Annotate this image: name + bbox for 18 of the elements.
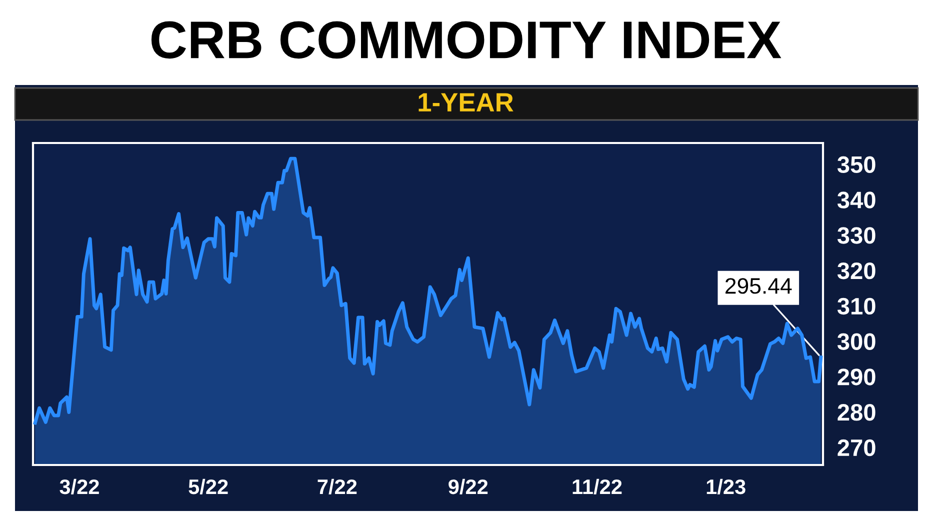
y-tick-label: 270 — [838, 439, 876, 456]
chart-subtitle: 1-YEAR — [418, 93, 514, 112]
x-tick-label: 7/22 — [318, 478, 357, 494]
annotation: 295.44 — [726, 278, 792, 294]
y-tick-label: 330 — [837, 227, 876, 244]
x-tick-label: 1/23 — [706, 478, 746, 494]
x-tick-label: 9/22 — [448, 478, 488, 494]
y-tick-label: 290 — [838, 368, 876, 386]
x-tick-label: 5/22 — [188, 478, 228, 494]
chart-title: CRB COMMODITY INDEX — [151, 21, 782, 59]
y-tick-label: 320 — [837, 262, 876, 280]
y-tick-label: 350 — [837, 156, 876, 174]
y-tick-label: 280 — [838, 404, 876, 421]
x-tick-label: 3/22 — [60, 478, 99, 494]
y-tick-label: 300 — [837, 333, 876, 350]
y-tick-label: 310 — [837, 298, 876, 315]
x-tick-label: 11/22 — [572, 478, 622, 494]
y-tick-label: 340 — [837, 192, 876, 208]
